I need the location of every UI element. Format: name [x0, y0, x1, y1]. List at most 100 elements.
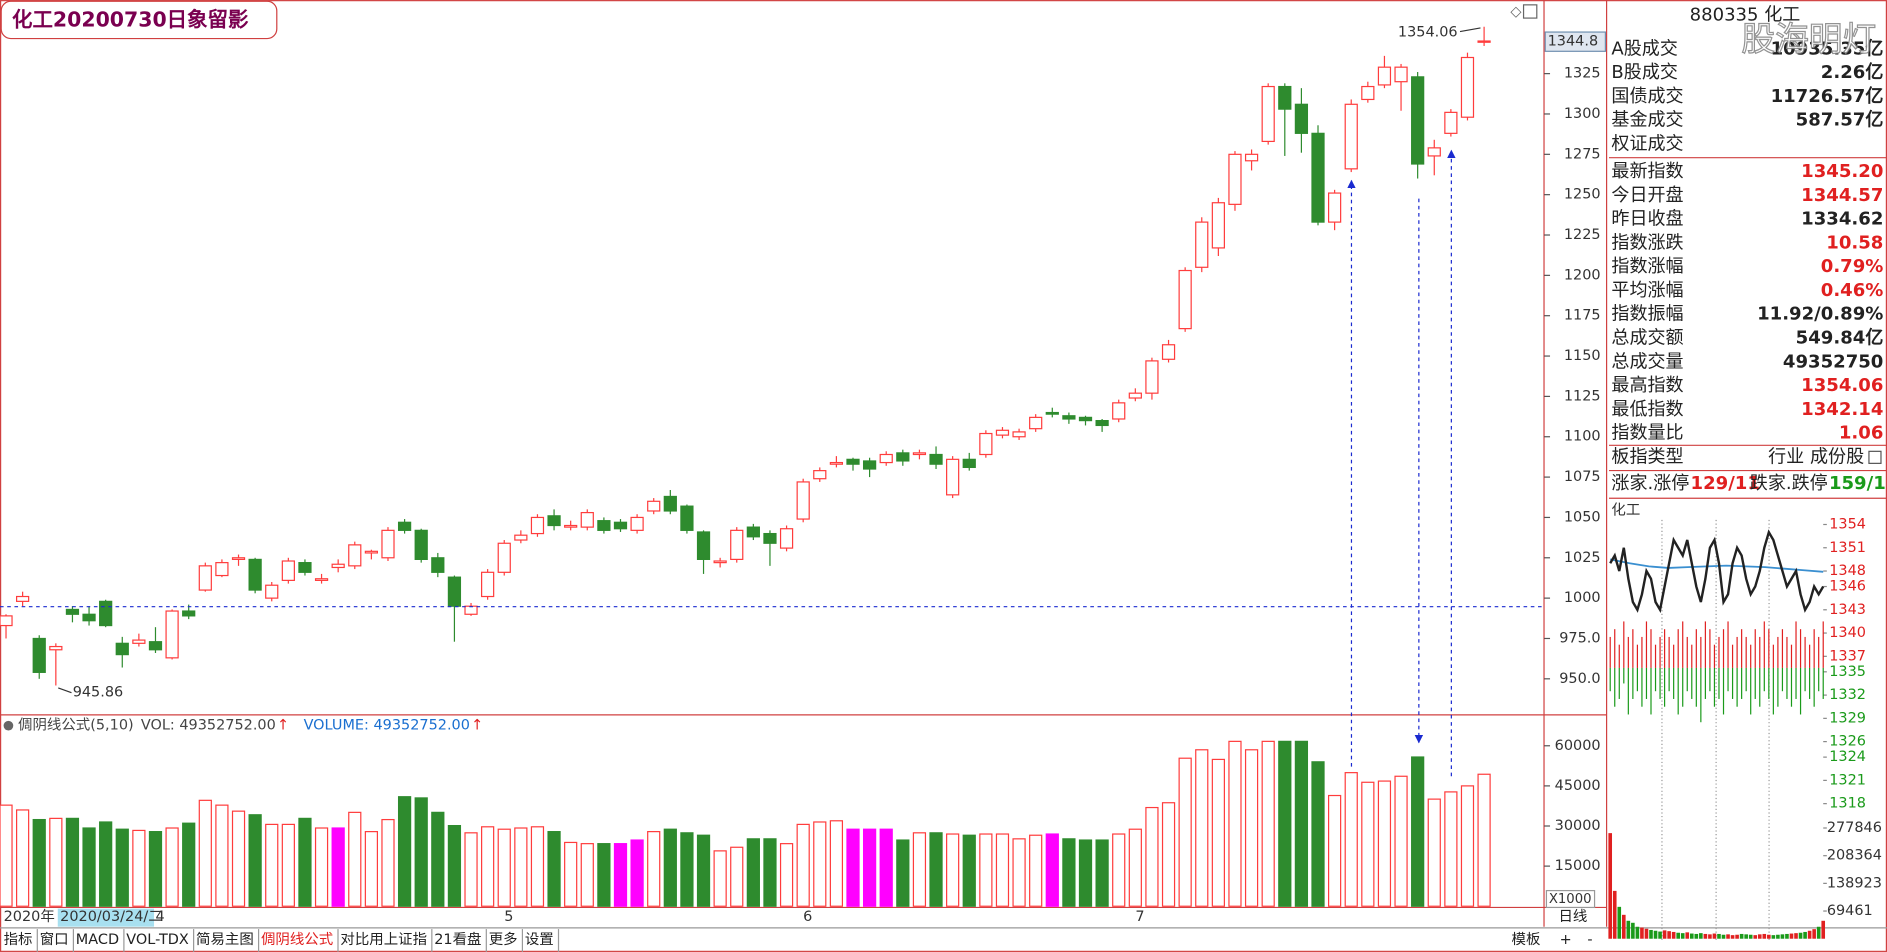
- volume-bar: [1095, 839, 1109, 907]
- breadth-label: 跌家.跌停: [1750, 473, 1828, 494]
- volume-bar: [879, 828, 893, 907]
- tab[interactable]: 简易主图: [196, 931, 254, 948]
- candle-body: [447, 576, 462, 607]
- candle-body: [165, 610, 179, 659]
- zoom-out[interactable]: -: [1587, 932, 1592, 948]
- volume-bar: [231, 810, 246, 907]
- candle-body: [862, 460, 877, 470]
- volume-bar: [1278, 740, 1292, 907]
- volume-bar: [896, 839, 910, 907]
- volume-bar: [464, 832, 478, 907]
- quote-value: 2.26亿: [1821, 61, 1884, 83]
- candle-body: [431, 557, 445, 573]
- volume-bar: [1294, 740, 1309, 907]
- candle-body: [132, 639, 146, 644]
- volume-bar: [763, 838, 777, 907]
- quote-label: 平均涨幅: [1611, 280, 1683, 301]
- y-tick-label: 30000: [1555, 818, 1601, 834]
- y-tick-label: 1025: [1564, 550, 1601, 566]
- candle-body: [995, 429, 1010, 436]
- volume-bar: [397, 796, 412, 907]
- candle-body: [1145, 360, 1159, 394]
- mini-y-tick-label: 1348: [1829, 563, 1866, 579]
- volume-arrow: ↑: [471, 718, 483, 734]
- tab[interactable]: 窗口: [40, 930, 69, 948]
- candle-body: [331, 563, 345, 569]
- candle-body: [1029, 416, 1043, 430]
- candle-body: [1477, 40, 1491, 43]
- icon[interactable]: [1522, 4, 1538, 19]
- quote-label: 总成交额: [1611, 328, 1683, 349]
- breadth-value: 159/1: [1829, 473, 1886, 494]
- candle-body: [1178, 269, 1192, 330]
- tab[interactable]: 更多: [489, 931, 518, 948]
- tab[interactable]: 指标: [4, 931, 33, 948]
- y-tick-label: 1275: [1564, 146, 1601, 162]
- zoom-in[interactable]: +: [1560, 932, 1572, 948]
- volume-bar: [630, 839, 644, 907]
- low-annotation: 945.86: [73, 685, 124, 701]
- quote-label: 最低指数: [1611, 399, 1683, 420]
- quote-label: 最新指数: [1611, 161, 1683, 182]
- volume-bar: [564, 841, 578, 907]
- volume-bar: [1128, 828, 1142, 907]
- volume-bar: [298, 817, 312, 907]
- candle-body: [514, 534, 528, 541]
- candle-body: [796, 481, 810, 520]
- icon[interactable]: ◇: [1510, 4, 1522, 20]
- volume-bar: [248, 814, 262, 907]
- candle-body: [1095, 420, 1109, 427]
- volume-bar: [32, 818, 46, 907]
- candle-body: [65, 608, 80, 615]
- candle-body: [1394, 66, 1408, 83]
- candle-body: [198, 565, 212, 591]
- volume-bar: [65, 817, 80, 907]
- current-price-label: 1344.8: [1548, 34, 1599, 50]
- candle-body: [912, 452, 927, 456]
- title-box: [0, 0, 278, 40]
- period-label[interactable]: 日线: [1558, 908, 1587, 925]
- volume-bar: [1012, 838, 1026, 907]
- candle-body: [414, 529, 428, 560]
- mini-y-tick-label: 1318: [1829, 796, 1866, 812]
- y-tick-label: 60000: [1555, 738, 1601, 754]
- icon[interactable]: [1868, 450, 1882, 464]
- volume-bar: [314, 827, 329, 907]
- tab[interactable]: MACD: [76, 932, 119, 948]
- quote-value: 1344.57: [1801, 185, 1883, 206]
- volume-bar: [148, 831, 163, 907]
- candle-body: [265, 584, 279, 599]
- candle-body: [182, 610, 196, 617]
- quote-label: 指数涨跌: [1611, 232, 1683, 253]
- quote-value: 行业 成份股: [1768, 446, 1864, 467]
- volume-bar: [381, 818, 395, 907]
- volume-bar: [1062, 838, 1076, 907]
- tab[interactable]: VOL-TDX: [126, 932, 189, 948]
- volume-bar: [597, 843, 611, 907]
- tab[interactable]: 倜阴线公式: [261, 931, 333, 948]
- indicator-icon[interactable]: [3, 720, 14, 731]
- volume-bar: [481, 826, 495, 907]
- mini-y-tick-label: 1354: [1829, 516, 1866, 532]
- mini-y-tick-label: 1326: [1829, 734, 1866, 750]
- mini-y-tick-label: 1329: [1829, 710, 1866, 726]
- template-button[interactable]: 模板: [1512, 930, 1541, 948]
- quote-label: 今日开盘: [1611, 185, 1683, 206]
- y-tick-label: 1100: [1564, 429, 1601, 445]
- tab[interactable]: 对比用上证指: [340, 931, 427, 948]
- volume-bar: [364, 831, 379, 907]
- mini-v-tick-label: 69461: [1827, 903, 1873, 919]
- tab[interactable]: 设置: [525, 931, 554, 948]
- volume-bar: [165, 827, 179, 907]
- quote-value: 49352750: [1783, 351, 1883, 372]
- breadth-value: 129/11: [1691, 473, 1760, 494]
- tab[interactable]: 21看盘: [434, 930, 481, 948]
- volume-bar: [198, 799, 212, 907]
- candle-body: [298, 562, 312, 573]
- candle-body: [946, 458, 960, 496]
- candle-body: [564, 524, 578, 528]
- candle-body: [0, 615, 13, 627]
- volume-bar: [0, 804, 13, 907]
